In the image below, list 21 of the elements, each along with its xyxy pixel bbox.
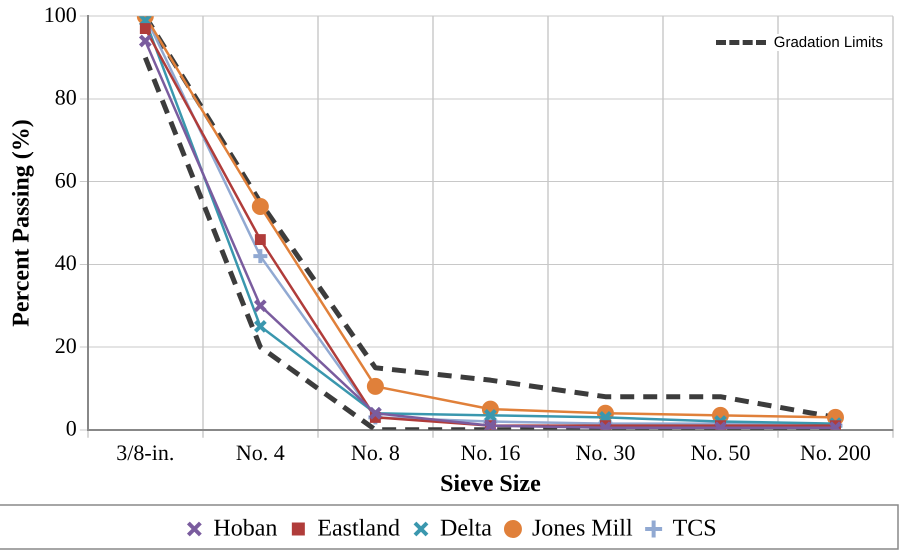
legend-label: TCS (672, 515, 717, 542)
y-axis-title: Percent Passing (%) (8, 119, 35, 327)
legend-label: Jones Mill (532, 515, 633, 542)
y-tick-label: 20 (54, 332, 77, 358)
x-axis-title: Sieve Size (440, 470, 542, 497)
x-tick-label: No. 30 (575, 440, 636, 465)
x-tick-label: No. 8 (350, 440, 400, 465)
y-tick-label: 40 (54, 250, 77, 276)
x-tick-label: 3/8-in. (116, 440, 174, 465)
legend-label: Hoban (213, 515, 278, 542)
y-tick-label: 60 (54, 167, 77, 192)
legend-label: Eastland (317, 515, 400, 542)
x-tick-label: No. 16 (460, 440, 520, 465)
legend-label: Gradation Limits (774, 34, 883, 52)
x-tick-label: No. 200 (800, 440, 871, 465)
legend-label: Delta (440, 515, 492, 542)
y-tick-label: 80 (54, 84, 77, 110)
x-tick-label: No. 50 (690, 440, 750, 465)
y-tick-label: 100 (44, 2, 77, 27)
y-tick-label: 0 (66, 416, 77, 441)
x-tick-label: No. 4 (236, 440, 285, 465)
